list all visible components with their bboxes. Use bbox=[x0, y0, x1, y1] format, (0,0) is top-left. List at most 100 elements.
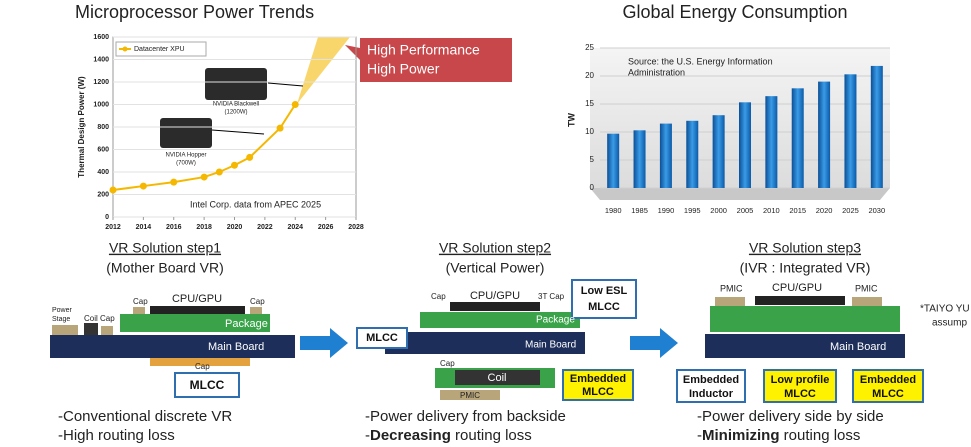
cap bbox=[101, 326, 113, 335]
chip-blackwell bbox=[205, 68, 267, 100]
y-tick-label: 400 bbox=[97, 169, 109, 176]
bullet-part: -Power delivery side by side bbox=[697, 408, 884, 425]
footnote: assump bbox=[932, 318, 967, 329]
point bbox=[276, 124, 284, 132]
bullet-part: -Power delivery from backside bbox=[365, 408, 566, 425]
x-tick-label: 2012 bbox=[105, 224, 121, 231]
cpu bbox=[150, 306, 245, 314]
step-subtitle: (Mother Board VR) bbox=[106, 260, 223, 276]
pmic bbox=[852, 297, 882, 306]
x-tick-label: 2016 bbox=[166, 224, 182, 231]
embedded-box bbox=[562, 369, 634, 401]
bullet-part: - bbox=[365, 427, 370, 444]
step-title: VR Solution step2 bbox=[439, 240, 551, 256]
point bbox=[215, 168, 223, 176]
legend-label: Datacenter XPU bbox=[134, 46, 185, 53]
legend-swatch bbox=[122, 46, 128, 52]
x-tick-label: 2028 bbox=[348, 224, 364, 231]
part-label: 3T Cap bbox=[538, 292, 565, 301]
part-label: Low ESL bbox=[581, 285, 628, 297]
part-label: Power bbox=[52, 307, 73, 314]
pmic bbox=[715, 297, 745, 306]
part-label: MLCC bbox=[582, 386, 614, 398]
point bbox=[291, 101, 299, 108]
pointer bbox=[267, 82, 304, 87]
part-label: MLCC bbox=[784, 388, 816, 400]
x-tick-label: 2014 bbox=[136, 224, 152, 231]
part-label: Embedded bbox=[683, 374, 739, 386]
bullet: -Decreasing routing loss bbox=[365, 427, 532, 444]
cap bbox=[250, 307, 262, 314]
x-tick-label: 1990 bbox=[658, 206, 675, 215]
bar bbox=[791, 88, 804, 188]
footnote: *TAIYO YU bbox=[920, 304, 970, 315]
part-label: PMIC bbox=[855, 283, 878, 293]
embedded-box bbox=[852, 369, 924, 403]
arrow bbox=[630, 328, 678, 358]
part-label: Embedded bbox=[860, 374, 916, 386]
mlcc-box bbox=[174, 372, 240, 398]
source-note: Administration bbox=[628, 67, 685, 77]
bar bbox=[765, 96, 778, 188]
y-axis-label: Thermal Design Power (W) bbox=[77, 76, 86, 178]
part-label: PMIC bbox=[460, 391, 480, 400]
part-label: CPU/GPU bbox=[172, 293, 222, 305]
main-board bbox=[705, 334, 905, 358]
part-label: Main Board bbox=[830, 341, 886, 353]
bullet: -Conventional discrete VR bbox=[58, 408, 232, 425]
part-label: MLCC bbox=[588, 301, 620, 313]
bar bbox=[712, 115, 725, 188]
bar bbox=[870, 65, 883, 188]
part-label: Cap bbox=[195, 362, 210, 371]
arrow bbox=[300, 328, 348, 358]
y-tick-label: 1600 bbox=[93, 34, 109, 41]
main-board bbox=[50, 335, 295, 358]
point bbox=[200, 173, 208, 181]
bar bbox=[686, 120, 699, 188]
source-note: Source: the U.S. Energy Information bbox=[628, 56, 773, 66]
part-label: Coil bbox=[84, 314, 98, 323]
part-label: Main Board bbox=[525, 340, 576, 351]
coil bbox=[84, 323, 98, 335]
low-profile-box bbox=[763, 369, 837, 403]
part-label: Package bbox=[225, 318, 268, 330]
cpu bbox=[755, 296, 845, 305]
x-tick-label: 2025 bbox=[842, 206, 859, 215]
x-tick-label: 2020 bbox=[816, 206, 833, 215]
y-tick-label: 1000 bbox=[93, 101, 109, 108]
chip-hopper bbox=[160, 118, 212, 148]
y-axis-label: TW bbox=[566, 113, 576, 127]
annotation: NVIDIA Hopper bbox=[165, 153, 206, 159]
low-esl-box bbox=[571, 279, 637, 319]
x-tick-label: 2010 bbox=[763, 206, 780, 215]
bar bbox=[633, 130, 646, 188]
bullet-part: routing loss bbox=[780, 427, 861, 444]
x-tick-label: 2020 bbox=[227, 224, 243, 231]
main-board bbox=[385, 332, 585, 354]
package bbox=[120, 314, 270, 332]
part-label: MLCC bbox=[190, 378, 225, 392]
pmic bbox=[440, 390, 500, 400]
y-tick-label: 15 bbox=[585, 99, 594, 108]
y-tick-label: 0 bbox=[590, 183, 595, 192]
bar bbox=[607, 133, 620, 188]
y-tick-label: 25 bbox=[585, 43, 594, 52]
y-tick-label: 800 bbox=[97, 124, 109, 131]
callout-text: High Performance bbox=[367, 42, 480, 58]
part-label: MLCC bbox=[366, 332, 398, 344]
annotation: (1200W) bbox=[224, 110, 247, 116]
y-tick-label: 200 bbox=[97, 191, 109, 198]
x-tick-label: 2026 bbox=[318, 224, 334, 231]
bullet: -High routing loss bbox=[58, 427, 175, 444]
part-label: Embedded bbox=[570, 373, 626, 385]
y-tick-label: 1200 bbox=[93, 79, 109, 86]
y-tick-label: 5 bbox=[590, 155, 595, 164]
bottom-caps bbox=[150, 358, 250, 366]
part-label: Coil bbox=[488, 372, 507, 384]
point bbox=[109, 186, 117, 194]
bullet: -Power delivery from backside bbox=[365, 408, 566, 425]
x-tick-label: 2022 bbox=[257, 224, 273, 231]
bullet: -Minimizing routing loss bbox=[697, 427, 860, 444]
